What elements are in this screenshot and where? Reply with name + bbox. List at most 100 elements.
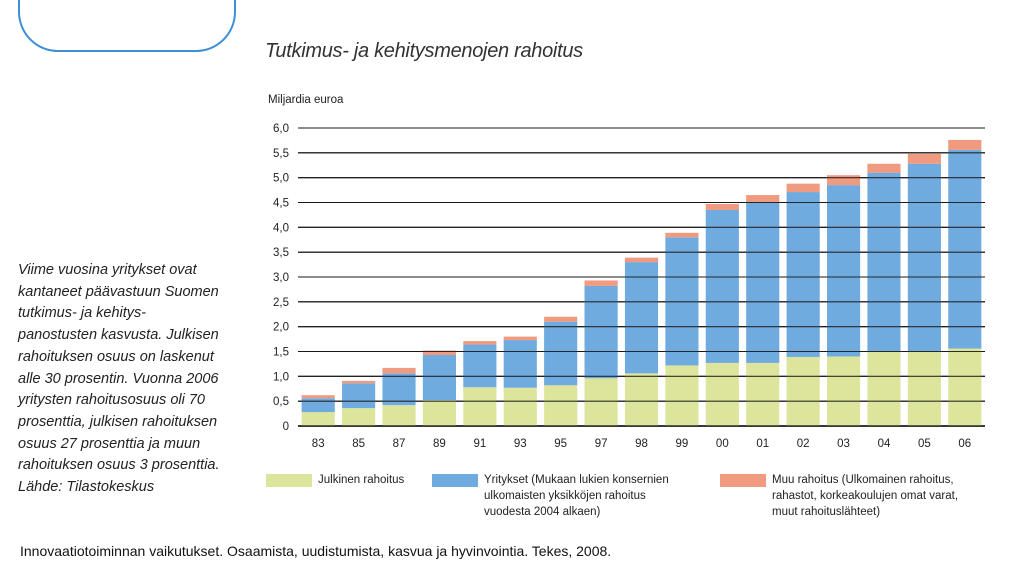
- y-tick-label: 2,5: [273, 297, 289, 309]
- description-line: Lähde: Tilastokeskus: [18, 479, 155, 496]
- bar-segment-series-2: [786, 192, 820, 357]
- bar-segment-series-3: [584, 280, 618, 286]
- description-line: prosenttia, julkisen rahoituksen: [18, 413, 218, 430]
- bar-segment-series-3: [746, 195, 780, 203]
- x-tick-label: 98: [635, 438, 648, 450]
- legend-swatch: [720, 474, 766, 487]
- x-tick-label: 85: [352, 438, 365, 450]
- bar-segment-series-2: [624, 262, 659, 374]
- y-tick-label: 0,5: [273, 396, 289, 408]
- description-line: kantaneet päävastuun Suomen: [18, 283, 219, 300]
- bar-segment-series-3: [948, 139, 982, 150]
- x-tick-label: 04: [878, 438, 891, 450]
- bar-segment-series-3: [826, 175, 861, 186]
- legend-swatch: [266, 474, 312, 487]
- bar-segment-series-1: [422, 400, 457, 426]
- x-tick-label: 97: [595, 438, 608, 450]
- bar-segment-series-2: [826, 185, 861, 357]
- y-tick-label: 0: [283, 421, 289, 433]
- bar-segment-series-2: [422, 354, 457, 401]
- bar-segment-series-3: [342, 380, 376, 384]
- bar-segment-series-1: [665, 365, 699, 426]
- bar-segment-series-1: [948, 348, 982, 426]
- y-tick-label: 2,0: [273, 322, 289, 334]
- bar-segment-series-1: [342, 408, 376, 426]
- y-tick-label: 5,5: [273, 148, 289, 160]
- y-tick-label: 6,0: [273, 123, 289, 135]
- bar-segment-series-3: [503, 336, 537, 341]
- y-tick-label: 3,0: [273, 272, 289, 284]
- bar-segment-series-2: [503, 340, 537, 388]
- y-tick-label: 3,5: [273, 247, 289, 259]
- x-tick-label: 87: [393, 438, 406, 450]
- bar-segment-series-2: [867, 172, 901, 352]
- y-tick-label: 5,0: [273, 173, 289, 185]
- bar-segment-series-2: [301, 398, 335, 413]
- x-tick-label: 83: [312, 438, 325, 450]
- y-tick-label: 1,0: [273, 371, 289, 383]
- x-tick-label: 05: [918, 438, 931, 450]
- description-line: Viime vuosina yritykset ovat: [18, 262, 197, 278]
- description-line: alle 30 prosentin. Vuonna 2006: [18, 370, 219, 387]
- x-tick-label: 93: [514, 438, 527, 450]
- bar-segment-series-3: [786, 183, 820, 193]
- y-tick-label: 1,5: [273, 347, 289, 359]
- x-tick-label: 00: [716, 438, 729, 450]
- description-line: yritysten rahoitusosuus oli 70: [18, 392, 205, 409]
- y-axis-label: Miljardia euroa: [268, 94, 344, 106]
- x-tick-label: 02: [797, 438, 810, 450]
- x-tick-label: 01: [756, 438, 769, 450]
- description-line: panostusten kasvusta. Julkisen: [18, 327, 219, 344]
- bar-segment-series-2: [584, 285, 618, 379]
- bar-segment-series-3: [907, 153, 941, 164]
- bar-segment-series-2: [746, 202, 780, 363]
- bar-segment-series-2: [382, 373, 416, 406]
- bar-segment-series-1: [463, 387, 497, 426]
- bar-segment-series-3: [301, 395, 335, 399]
- bar-segment-series-3: [544, 316, 578, 322]
- description-line: tutkimus- ja kehitys-: [18, 305, 147, 322]
- bar-segment-series-2: [948, 149, 982, 349]
- bar-segment-series-1: [503, 387, 537, 426]
- x-tick-label: 06: [958, 438, 971, 450]
- bar-segment-series-3: [382, 367, 416, 374]
- bar-segment-series-2: [544, 321, 578, 386]
- description-line: rahoituksen osuus on laskenut: [18, 348, 214, 365]
- bar-segment-series-3: [624, 257, 659, 263]
- bar-segment-series-3: [422, 350, 457, 355]
- bar-segment-series-2: [342, 383, 376, 409]
- gridline-overlay: [298, 127, 985, 427]
- y-tick-label: 4,0: [273, 222, 289, 234]
- x-tick-label: 89: [433, 438, 446, 450]
- description-line: osuus 27 prosenttia ja muun: [18, 435, 201, 452]
- bar-segment-series-1: [867, 351, 901, 426]
- chart-title: Tutkimus- ja kehitysmenojen rahoitus: [265, 40, 583, 62]
- bar-segment-series-1: [584, 378, 618, 426]
- legend-label: Julkinen rahoitus: [318, 474, 405, 486]
- bar-segment-series-3: [463, 341, 497, 345]
- bar-segment-series-3: [665, 232, 699, 238]
- legend-label: Yritykset (Mukaan lukien konsernien ulkom…: [484, 474, 669, 518]
- bar-segment-series-1: [786, 356, 820, 426]
- legend-swatch: [432, 474, 478, 487]
- bar-segment-series-1: [826, 356, 861, 426]
- x-tick-label: 91: [473, 438, 486, 450]
- bar-segment-series-1: [746, 362, 780, 426]
- bar-segment-series-1: [301, 412, 335, 426]
- bar-segment-series-1: [907, 351, 941, 426]
- x-tick-label: 99: [676, 438, 689, 450]
- bar-segment-series-2: [907, 163, 941, 352]
- y-tick-label: 4,5: [273, 198, 289, 210]
- x-tick-label: 03: [837, 438, 850, 450]
- bar-segment-series-1: [705, 362, 739, 426]
- description-line: rahoituksen osuus 3 prosenttia.: [18, 457, 220, 474]
- bar-segment-series-3: [705, 203, 739, 210]
- bar-segment-series-1: [544, 385, 578, 426]
- bar-segment-series-2: [705, 209, 739, 363]
- bar-segment-series-1: [624, 373, 659, 426]
- x-tick-label: 95: [554, 438, 567, 450]
- source-caption: Innovaatiotoiminnan vaikutukset. Osaamis…: [20, 543, 612, 559]
- legend-label: Muu rahoitus (Ulkomainen rahoitus, rahast…: [772, 474, 959, 518]
- description-text: Viime vuosina yritykset ovat kantaneet pä…: [18, 260, 246, 499]
